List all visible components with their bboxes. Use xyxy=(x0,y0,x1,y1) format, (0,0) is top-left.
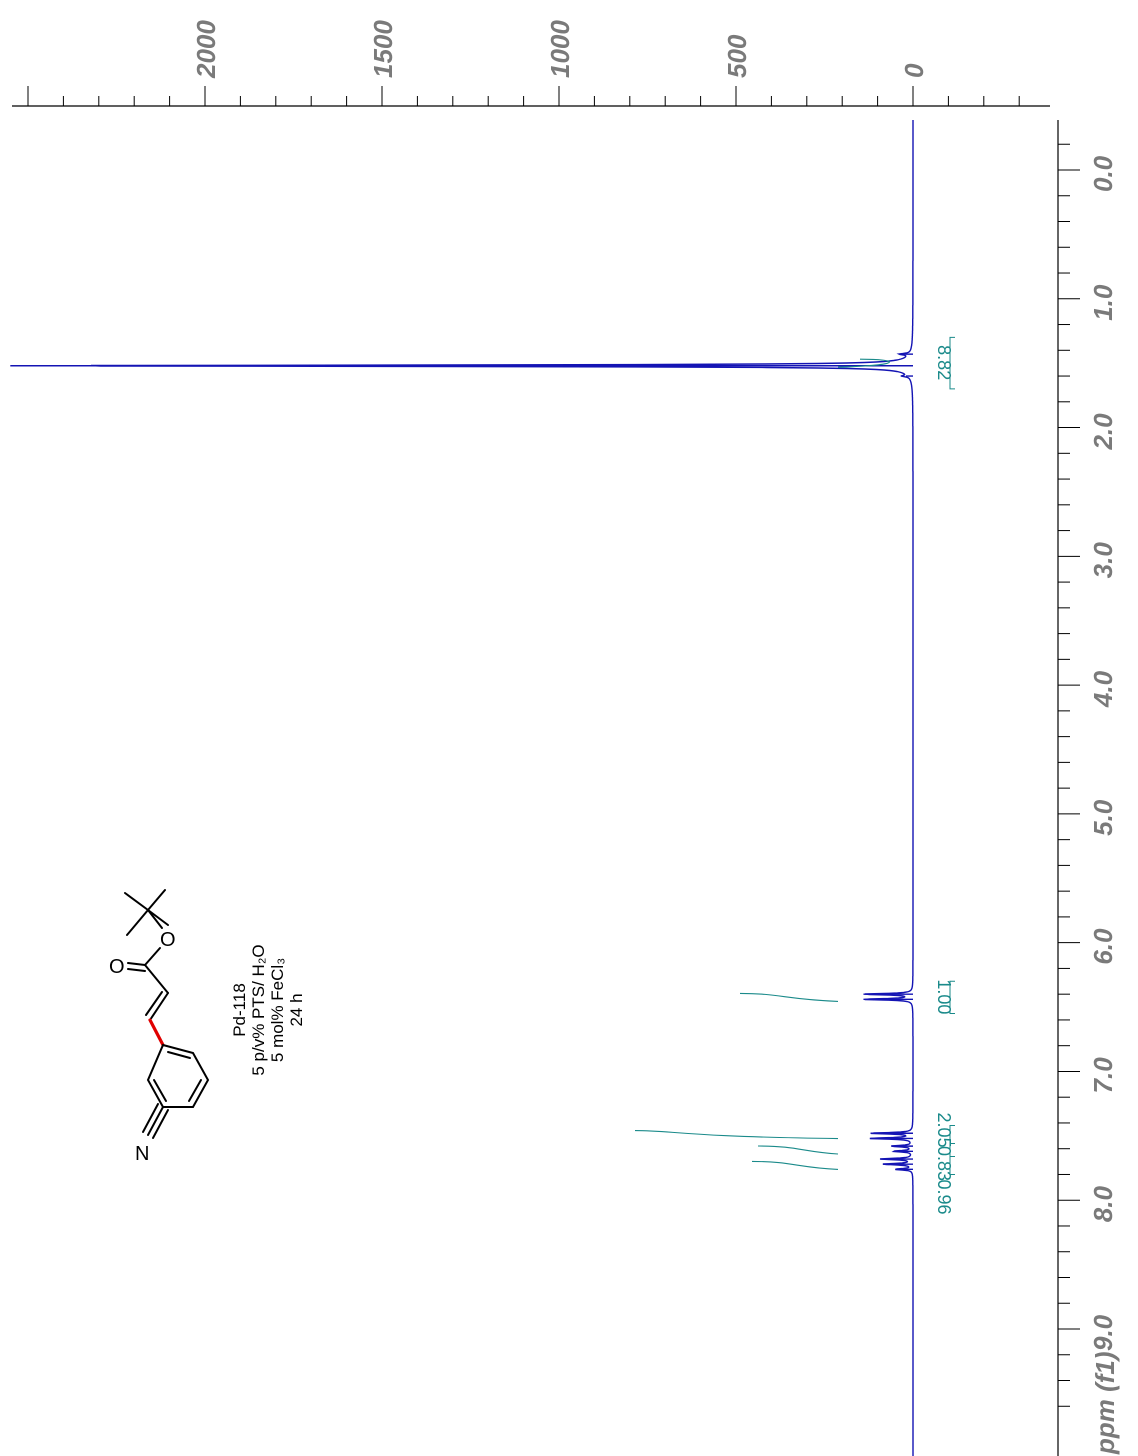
bond xyxy=(149,992,169,1021)
integral-bracket xyxy=(949,1155,955,1175)
bond xyxy=(145,991,163,1016)
bond xyxy=(144,947,161,966)
intensity-tick-label: 0 xyxy=(899,63,929,78)
intensity-tick-label: 1500 xyxy=(368,20,398,78)
integral-layer: 8.82 1.00 2.050.830.96 xyxy=(634,336,955,1214)
ppm-axis-title: ppm (f1) xyxy=(1090,1351,1120,1455)
intensity-tick-label: 2000 xyxy=(191,20,221,79)
integral-value-label: 1.00 xyxy=(934,979,954,1014)
reaction-conditions: Pd-118 5 p/v% PTS/ H₂O 5 mol% FeCl₃ 24 h xyxy=(230,944,306,1075)
bond xyxy=(188,1079,202,1102)
condition-line-2: 5 mol% FeCl₃ xyxy=(268,958,287,1062)
integral-bracket xyxy=(949,980,955,1014)
integral-value-label: 0.96 xyxy=(934,1179,954,1214)
integral-curve xyxy=(837,358,890,368)
ppm-tick-label: 7.0 xyxy=(1088,1057,1118,1094)
ppm-tick-label: 4.0 xyxy=(1088,670,1118,708)
ppm-tick-label: 6.0 xyxy=(1088,928,1118,965)
bond xyxy=(147,909,169,926)
bond xyxy=(127,962,146,966)
bond xyxy=(147,1106,164,1136)
bond xyxy=(167,1051,191,1059)
bond xyxy=(144,964,169,994)
spectrum-trace xyxy=(90,120,914,1456)
integral-curve xyxy=(634,1130,839,1140)
atom-label-n: N xyxy=(135,1143,149,1165)
bond xyxy=(142,1103,159,1133)
chart-axes: 2000 1500 1000 500 0 0.0 1.0 2.0 3.0 4.0 5.0 6.0 7.0… xyxy=(12,20,1120,1456)
molecule-structure: O O N xyxy=(109,889,210,1165)
ppm-tick-label: 2.0 xyxy=(1088,413,1118,451)
spectrum-layer xyxy=(10,120,914,1456)
ppm-tick-label: 9.0 xyxy=(1088,1314,1118,1351)
bond xyxy=(124,892,149,911)
atom-label-o-ester: O xyxy=(160,929,176,951)
bond xyxy=(147,889,166,911)
ppm-tick-label: 0.0 xyxy=(1088,155,1118,192)
condition-line-3: 24 h xyxy=(287,993,306,1026)
integral-curve xyxy=(751,1160,839,1170)
intensity-tick-label: 500 xyxy=(722,34,752,78)
new-bond-highlight xyxy=(148,1018,165,1047)
integral-value-label: 8.82 xyxy=(934,345,954,380)
ppm-tick-label: 1.0 xyxy=(1088,284,1118,321)
integral-curve xyxy=(757,1145,839,1155)
bond xyxy=(153,1079,167,1102)
bond xyxy=(152,1109,169,1139)
intensity-tick-label: 1000 xyxy=(545,20,575,78)
sample-label: Pd-118 xyxy=(230,983,249,1037)
ppm-tick-label: 8.0 xyxy=(1088,1186,1118,1223)
bond xyxy=(127,968,146,972)
ppm-tick-label: 5.0 xyxy=(1088,799,1118,836)
benzene-ring xyxy=(146,1043,210,1108)
integral-curve xyxy=(739,992,839,1002)
condition-line-1: 5 p/v% PTS/ H₂O xyxy=(249,944,268,1075)
ppm-tick-label: 3.0 xyxy=(1088,542,1118,579)
bond xyxy=(126,909,149,936)
atom-label-o-carbonyl: O xyxy=(109,956,125,978)
integral-value-label: 2.05 xyxy=(934,1113,954,1148)
integral-value-label: 0.83 xyxy=(934,1146,954,1181)
integral-bracket xyxy=(949,336,955,390)
bond xyxy=(147,909,163,929)
